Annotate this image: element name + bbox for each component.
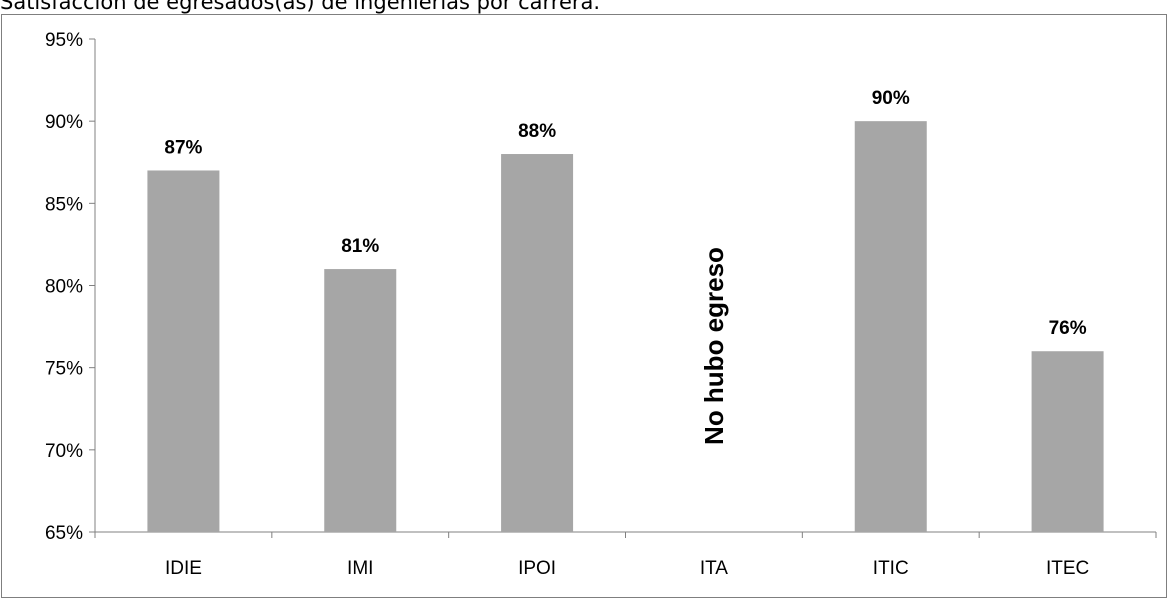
x-category-label: ITEC [1046,558,1089,579]
bar-idie [147,170,220,532]
labels: IDIE 87% IMI 81% IPOI 88% ITA No hubo egreso ITI… [164,88,1089,579]
bar-itec [1031,351,1104,532]
x-category-label: IDIE [165,558,202,579]
y-tick-label: 70% [45,441,83,462]
chart-axes [94,39,1156,533]
x-category-label: IPOI [518,558,556,579]
bar-ipoi [501,154,574,533]
data-label: 90% [872,88,910,109]
y-tick-label: 95% [45,30,83,51]
data-label: 81% [341,236,379,257]
y-tick-label: 85% [45,194,83,215]
figure-caption: Satisfacción de egresados(as) de ingenie… [0,0,601,14]
y-tick-label: 65% [45,523,83,544]
no-graduates-annotation: No hubo egreso [699,247,729,445]
y-axis-ticks: 65% 70% 75% 80% 85% 90% 95% [45,30,1157,544]
data-label: 87% [164,137,202,158]
x-category-label: ITIC [873,558,909,579]
x-category-label: ITA [700,558,728,579]
y-tick-label: 75% [45,359,83,380]
y-tick-label: 80% [45,277,83,298]
bar-imi [324,269,397,532]
x-category-label: IMI [347,558,373,579]
bars [147,121,1104,533]
bar-itic [854,121,927,533]
data-label: 76% [1049,318,1087,339]
data-label: 88% [518,121,556,142]
y-tick-label: 90% [45,112,83,133]
